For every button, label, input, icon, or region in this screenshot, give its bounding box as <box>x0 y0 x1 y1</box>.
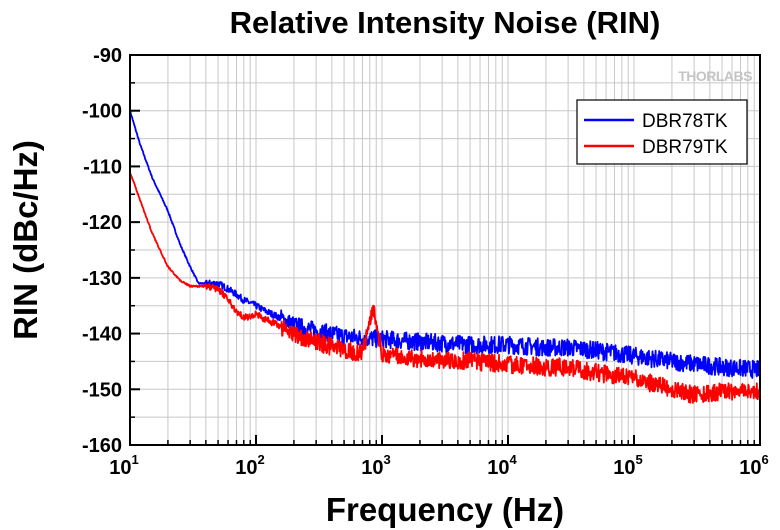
series-line-dbr78tk <box>129 110 761 379</box>
y-tick-label: -160 <box>82 435 122 457</box>
x-axis-label: Frequency (Hz) <box>326 491 564 528</box>
y-tick-label: -100 <box>82 101 122 123</box>
y-tick-label: -150 <box>82 379 122 401</box>
chart-title: Relative Intensity Noise (RIN) <box>230 5 661 40</box>
data-series <box>129 110 761 404</box>
legend-label-dbr78tk: DBR78TK <box>642 111 728 132</box>
x-tick-label: 103 <box>361 452 390 479</box>
y-tick-label: -130 <box>82 268 122 290</box>
legend-label-dbr79tk: DBR79TK <box>642 137 728 158</box>
y-tick-label: -140 <box>82 324 122 346</box>
x-tick-label: 101 <box>109 452 138 479</box>
axis-ticks: 101 102 103 104 105 106 -90 -100 -110 -120 -130 -14… <box>82 45 769 479</box>
x-tick-label: 105 <box>613 452 642 479</box>
legend-box <box>576 99 748 165</box>
y-tick-label: -120 <box>82 212 122 234</box>
x-tick-label: 106 <box>739 452 768 479</box>
series-line-dbr79tk <box>129 172 761 404</box>
y-tick-label: -110 <box>83 156 122 178</box>
x-tick-label: 102 <box>235 452 264 479</box>
y-axis-label: RIN (dBc/Hz) <box>7 140 44 340</box>
legend: DBR78TK DBR79TK <box>576 99 748 165</box>
x-tick-label: 104 <box>487 452 517 479</box>
thorlabs-watermark: THORLABS <box>678 68 752 84</box>
y-tick-label: -90 <box>93 45 122 67</box>
